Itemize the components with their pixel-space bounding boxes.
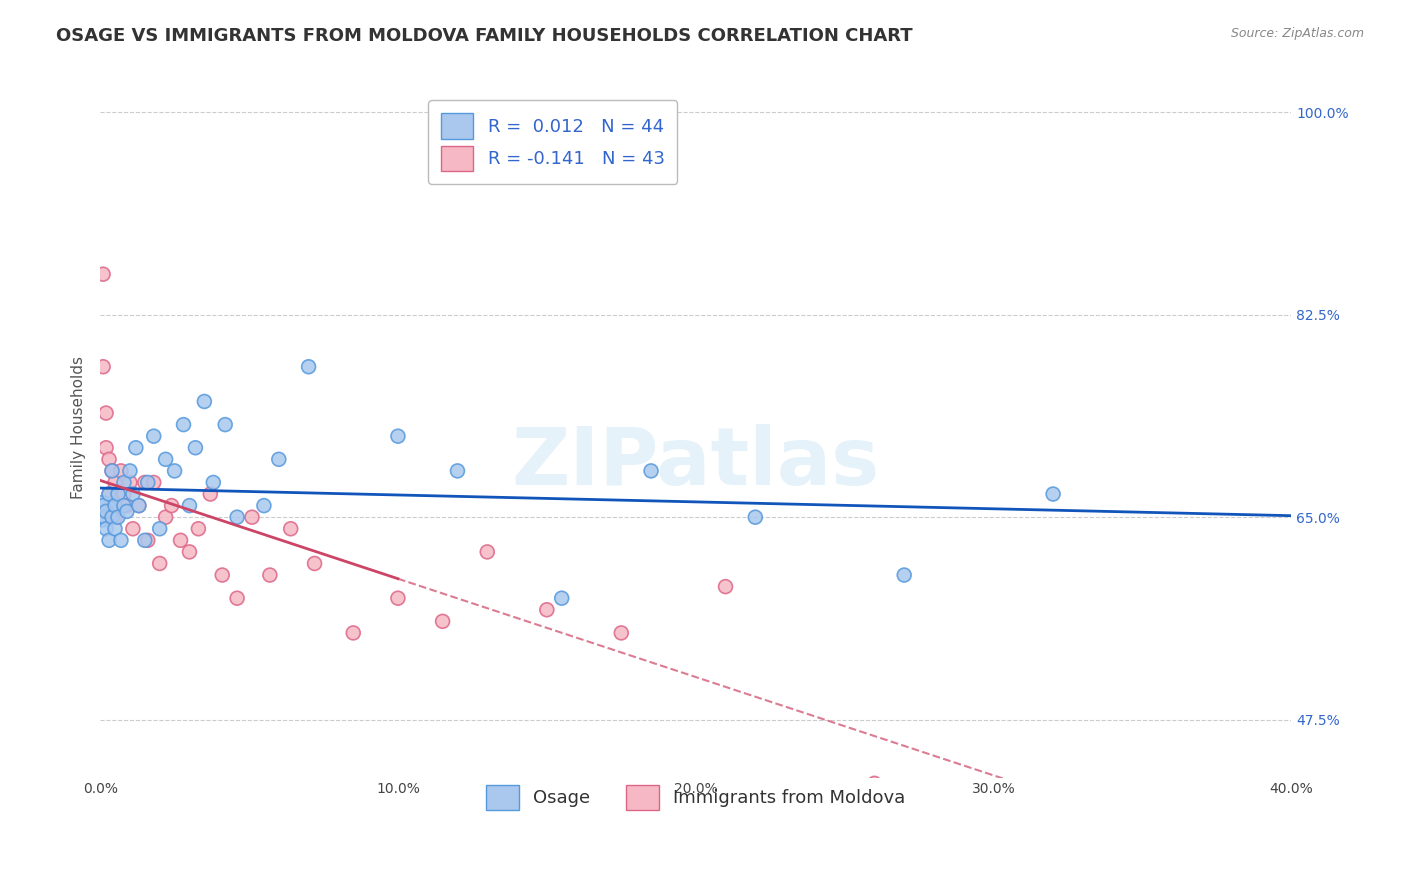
Point	[104, 510, 127, 524]
Point	[122, 487, 145, 501]
Point	[112, 475, 135, 490]
Point	[98, 533, 121, 548]
Point	[160, 499, 183, 513]
Point	[104, 522, 127, 536]
Point	[446, 464, 468, 478]
Point	[744, 510, 766, 524]
Point	[149, 557, 172, 571]
Point	[91, 267, 114, 281]
Point	[104, 475, 127, 490]
Point	[169, 533, 191, 548]
Point	[184, 441, 207, 455]
Point	[226, 510, 249, 524]
Point	[149, 522, 172, 536]
Point	[202, 475, 225, 490]
Point	[94, 522, 117, 536]
Point	[91, 499, 114, 513]
Point	[94, 504, 117, 518]
Point	[155, 452, 177, 467]
Point	[387, 429, 409, 443]
Point	[107, 510, 129, 524]
Point	[136, 533, 159, 548]
Y-axis label: Family Households: Family Households	[72, 356, 86, 499]
Point	[214, 417, 236, 432]
Point	[226, 591, 249, 606]
Point	[893, 568, 915, 582]
Text: OSAGE VS IMMIGRANTS FROM MOLDOVA FAMILY HOUSEHOLDS CORRELATION CHART: OSAGE VS IMMIGRANTS FROM MOLDOVA FAMILY …	[56, 27, 912, 45]
Point	[240, 510, 263, 524]
Point	[200, 487, 222, 501]
Point	[142, 429, 165, 443]
Point	[863, 776, 886, 790]
Point	[259, 568, 281, 582]
Point	[136, 475, 159, 490]
Point	[536, 603, 558, 617]
Point	[551, 591, 574, 606]
Point	[142, 475, 165, 490]
Point	[179, 545, 201, 559]
Point	[110, 464, 132, 478]
Point	[98, 487, 121, 501]
Point	[173, 417, 195, 432]
Point	[98, 452, 121, 467]
Point	[1042, 487, 1064, 501]
Point	[155, 510, 177, 524]
Point	[125, 441, 148, 455]
Point	[387, 591, 409, 606]
Point	[118, 464, 141, 478]
Point	[134, 533, 156, 548]
Point	[112, 487, 135, 501]
Point	[93, 510, 115, 524]
Point	[91, 359, 114, 374]
Point	[640, 464, 662, 478]
Point	[253, 499, 276, 513]
Point	[107, 487, 129, 501]
Point	[90, 504, 112, 518]
Point	[101, 510, 124, 524]
Text: Source: ZipAtlas.com: Source: ZipAtlas.com	[1230, 27, 1364, 40]
Point	[128, 499, 150, 513]
Text: ZIPatlas: ZIPatlas	[512, 424, 880, 501]
Point	[304, 557, 326, 571]
Point	[112, 499, 135, 513]
Point	[110, 533, 132, 548]
Point	[211, 568, 233, 582]
Point	[163, 464, 186, 478]
Point	[94, 441, 117, 455]
Point	[122, 522, 145, 536]
Point	[90, 504, 112, 518]
Point	[107, 487, 129, 501]
Point	[107, 499, 129, 513]
Point	[98, 487, 121, 501]
Point	[94, 406, 117, 420]
Point	[714, 580, 737, 594]
Point	[115, 499, 138, 513]
Point	[342, 626, 364, 640]
Point	[477, 545, 499, 559]
Point	[267, 452, 290, 467]
Point	[104, 499, 127, 513]
Point	[610, 626, 633, 640]
Point	[432, 615, 454, 629]
Point	[101, 510, 124, 524]
Point	[179, 499, 201, 513]
Point	[128, 499, 150, 513]
Point	[134, 475, 156, 490]
Point	[101, 464, 124, 478]
Point	[193, 394, 215, 409]
Point	[297, 359, 319, 374]
Point	[115, 504, 138, 518]
Point	[118, 475, 141, 490]
Point	[187, 522, 209, 536]
Legend: Osage, Immigrants from Moldova: Osage, Immigrants from Moldova	[471, 770, 920, 824]
Point	[101, 464, 124, 478]
Point	[280, 522, 302, 536]
